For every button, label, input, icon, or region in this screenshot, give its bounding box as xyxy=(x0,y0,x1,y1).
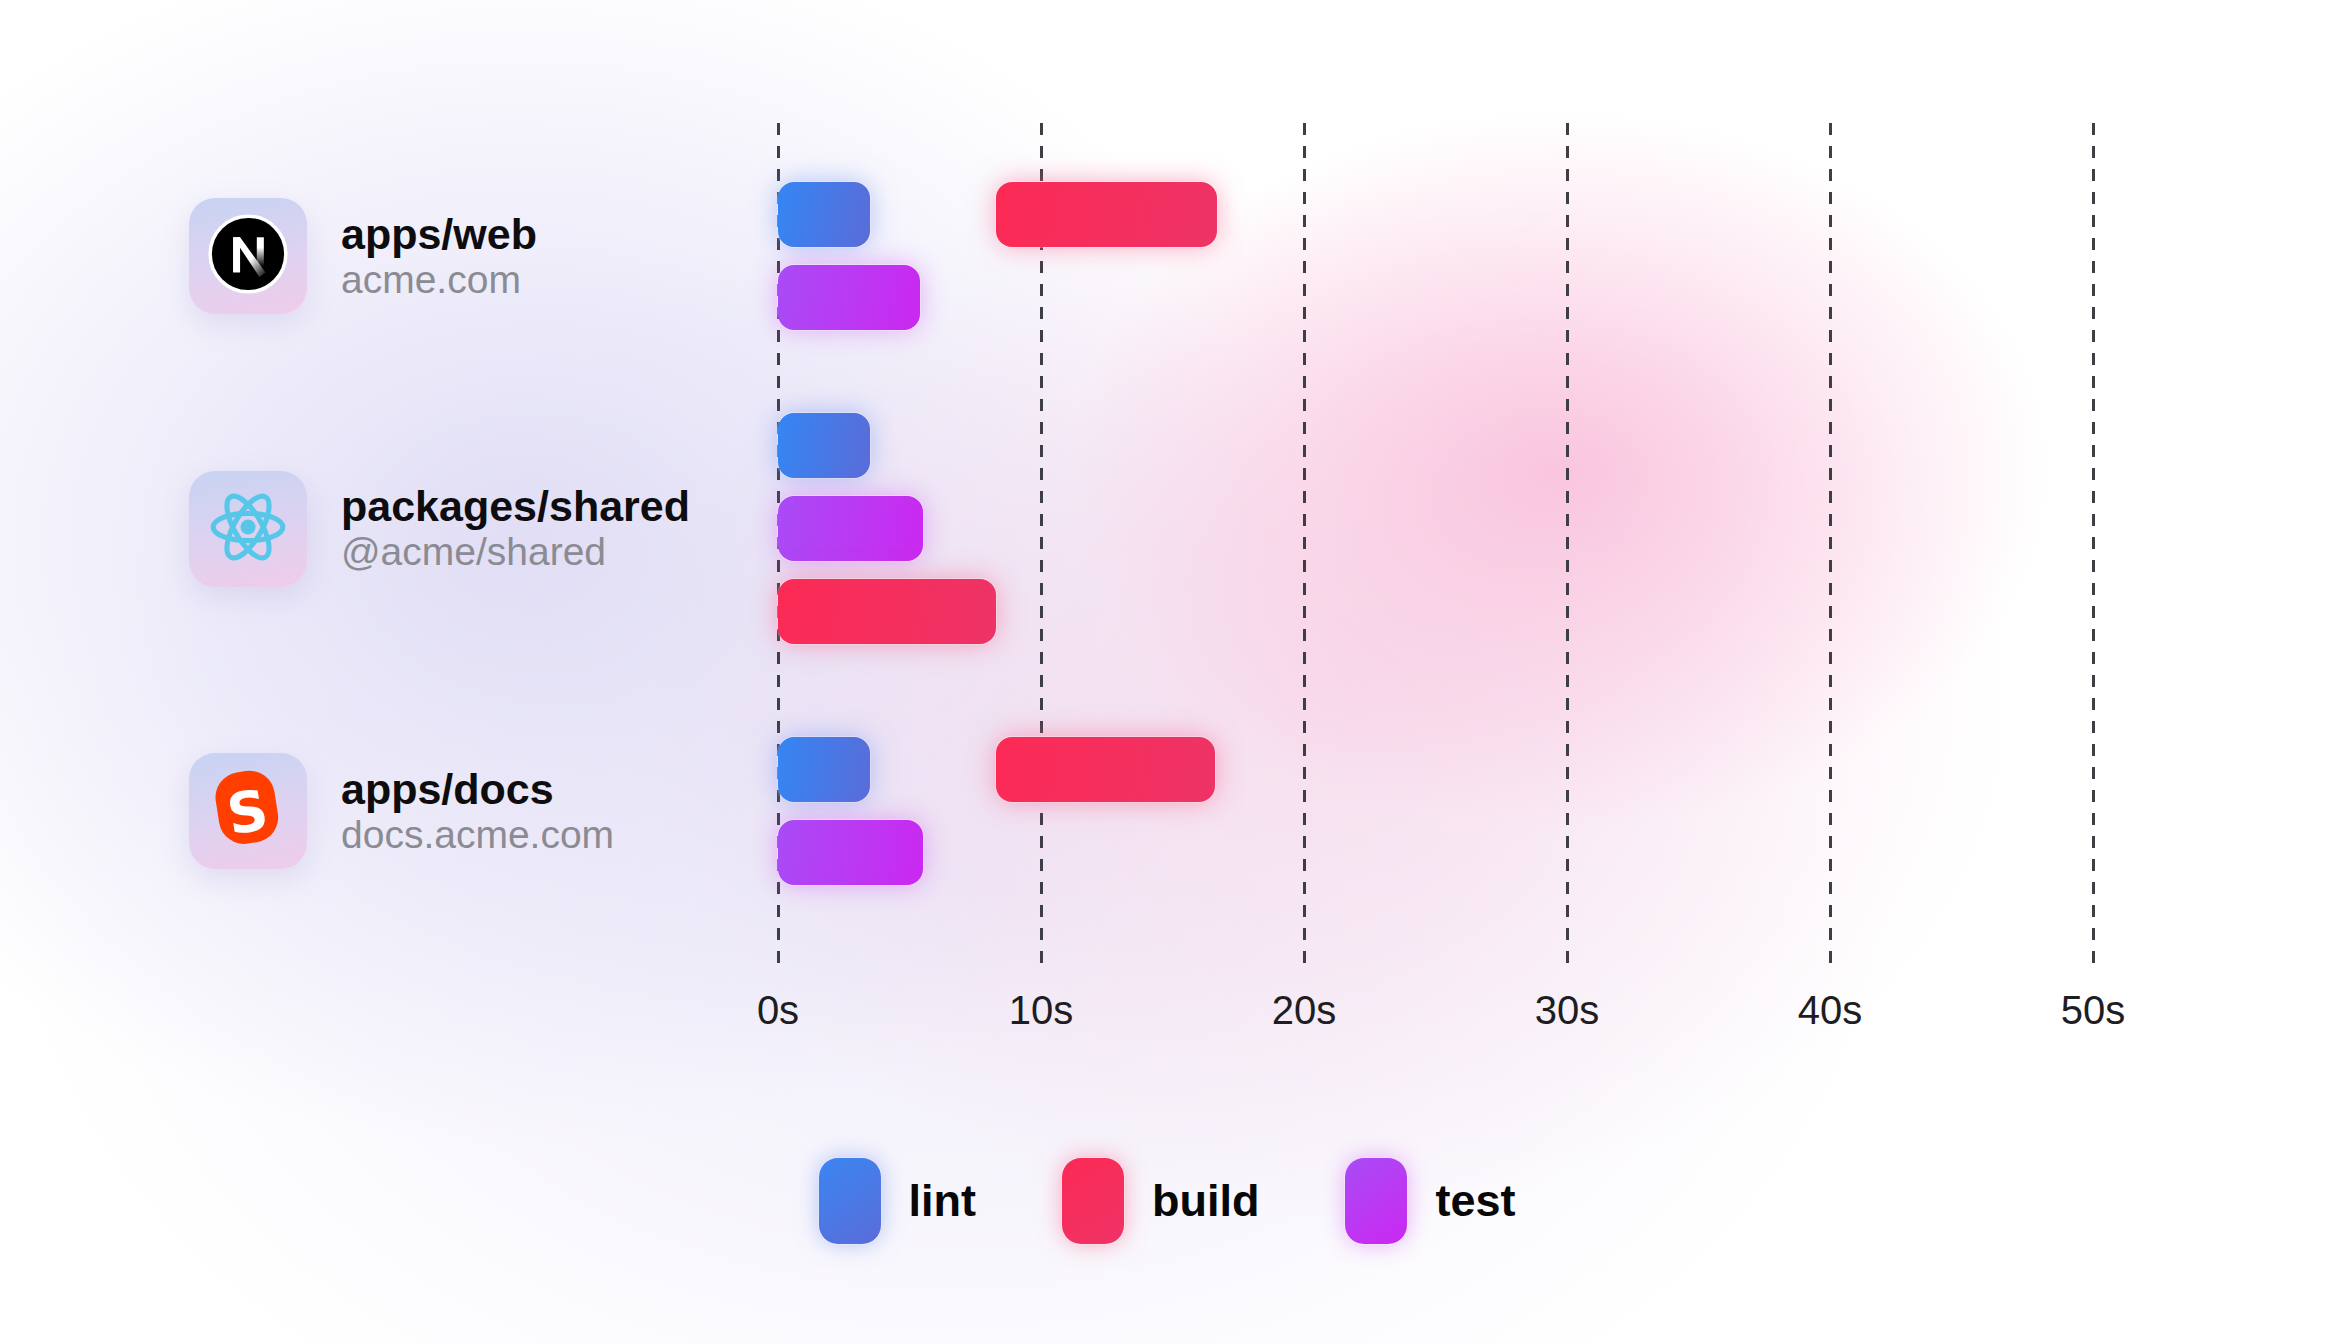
package-icon-card xyxy=(189,198,307,314)
lint-bar xyxy=(778,182,870,247)
gridline-40s xyxy=(1829,123,1832,967)
tick-label-20s: 20s xyxy=(1272,988,1337,1033)
svelte-icon-wrap: S xyxy=(203,764,293,858)
build-bar xyxy=(996,182,1217,247)
gridline-10s xyxy=(1040,123,1043,967)
legend-item-build: build xyxy=(1062,1158,1259,1244)
build-bar xyxy=(778,579,996,644)
gridline-30s xyxy=(1566,123,1569,967)
test-bar xyxy=(778,265,920,330)
legend-swatch-lint xyxy=(819,1158,881,1244)
tick-label-50s: 50s xyxy=(2061,988,2126,1033)
package-label-block: packages/shared@acme/shared xyxy=(341,479,690,579)
lint-bar xyxy=(778,737,870,802)
svelte-icon: S xyxy=(203,764,293,854)
package-title: packages/shared xyxy=(341,482,690,530)
tick-label-10s: 10s xyxy=(1009,988,1074,1033)
lint-bar xyxy=(778,413,870,478)
legend-label-lint: lint xyxy=(909,1175,976,1227)
tick-label-0s: 0s xyxy=(757,988,799,1033)
gridline-20s xyxy=(1303,123,1306,967)
legend-label-build: build xyxy=(1152,1175,1259,1227)
tick-label-30s: 30s xyxy=(1535,988,1600,1033)
legend-swatch-test xyxy=(1345,1158,1407,1244)
gridline-50s xyxy=(2092,123,2095,967)
package-subtitle: acme.com xyxy=(341,258,537,303)
package-icon-card xyxy=(189,471,307,587)
legend-item-test: test xyxy=(1345,1158,1515,1244)
legend-item-lint: lint xyxy=(819,1158,976,1244)
package-title: apps/docs xyxy=(341,765,614,813)
nextjs-icon-wrap xyxy=(204,210,292,302)
package-icon-card: S xyxy=(189,753,307,869)
build-pipeline-chart: 0s 10s 20s 30s 40s 50s apps/webacme.com packa… xyxy=(0,0,2334,1344)
package-subtitle: docs.acme.com xyxy=(341,813,614,858)
test-bar xyxy=(778,820,923,885)
legend-swatch-build xyxy=(1062,1158,1124,1244)
test-bar xyxy=(778,496,923,561)
react-icon xyxy=(201,480,295,574)
react-icon-wrap xyxy=(201,480,295,578)
build-bar xyxy=(996,737,1214,802)
nextjs-icon xyxy=(204,210,292,298)
package-title: apps/web xyxy=(341,210,537,258)
legend: lint build test xyxy=(0,1158,2334,1244)
legend-label-test: test xyxy=(1435,1175,1515,1227)
tick-label-40s: 40s xyxy=(1798,988,1863,1033)
package-label-block: apps/webacme.com xyxy=(341,206,537,306)
package-label-block: apps/docsdocs.acme.com xyxy=(341,761,614,861)
package-subtitle: @acme/shared xyxy=(341,530,690,575)
